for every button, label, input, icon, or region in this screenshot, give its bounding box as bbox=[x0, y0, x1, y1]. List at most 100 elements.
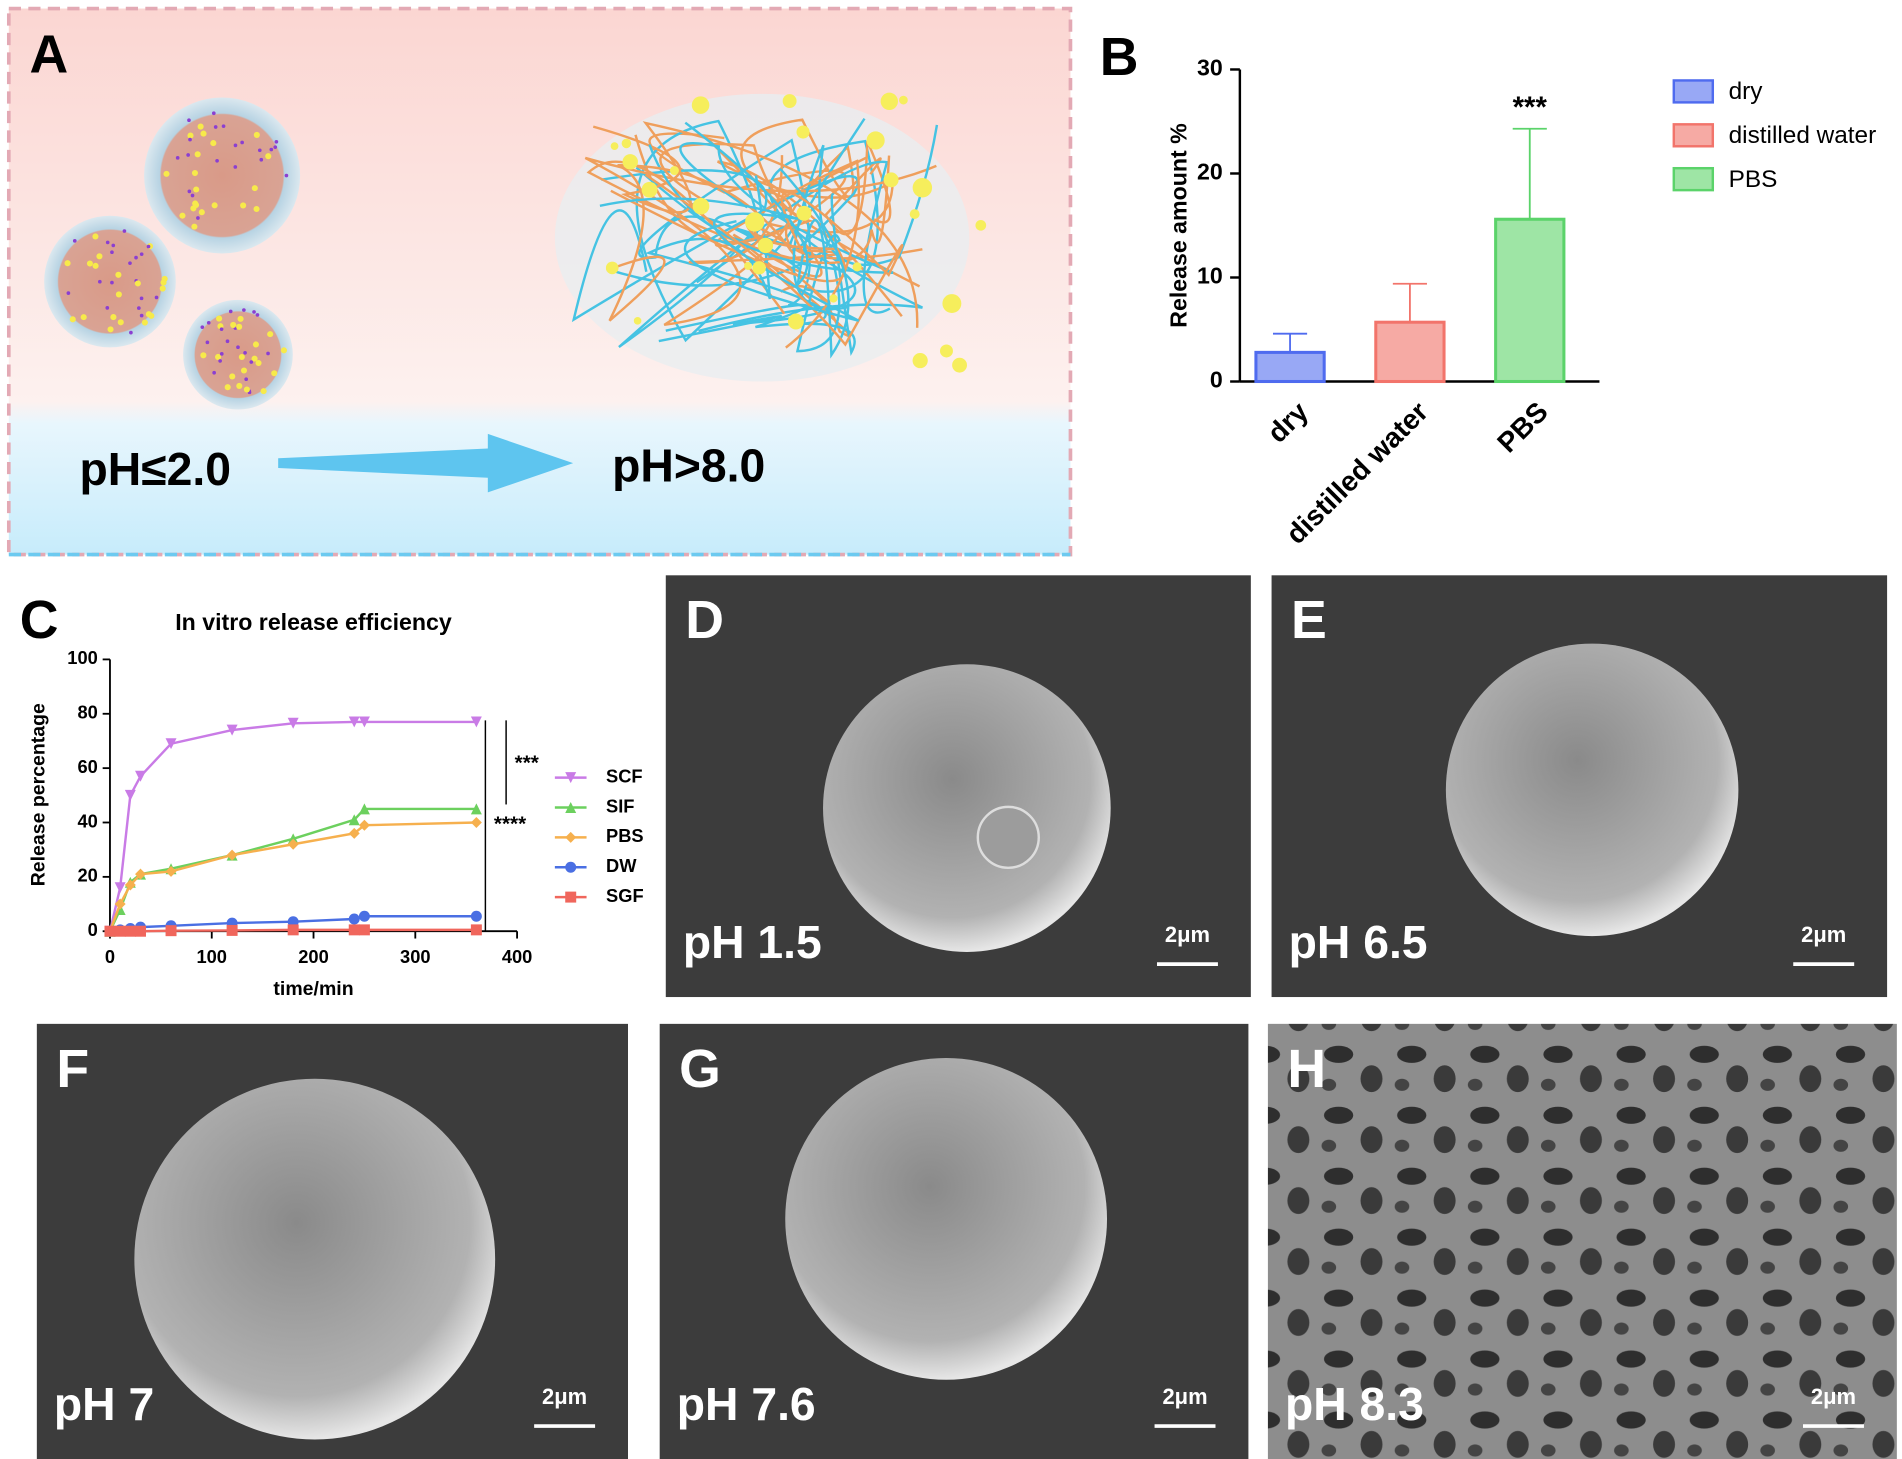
fiber bbox=[584, 156, 937, 327]
particle bbox=[122, 229, 127, 233]
particle bbox=[899, 95, 908, 105]
marker bbox=[358, 910, 370, 922]
significance: **** bbox=[494, 813, 527, 836]
particle bbox=[782, 94, 797, 108]
microsphere bbox=[1445, 643, 1739, 937]
marker bbox=[287, 924, 299, 936]
particle bbox=[274, 139, 279, 144]
particle bbox=[975, 219, 987, 231]
particle bbox=[141, 319, 148, 326]
particle bbox=[866, 131, 885, 150]
y-tick-label: 0 bbox=[88, 919, 98, 940]
scale-label: 2μm bbox=[1811, 1384, 1856, 1409]
particle bbox=[228, 309, 233, 314]
marker bbox=[165, 738, 177, 750]
marker bbox=[226, 924, 238, 936]
particle bbox=[194, 151, 201, 158]
particle bbox=[159, 285, 166, 292]
particle bbox=[215, 353, 222, 361]
particle bbox=[939, 344, 953, 358]
marker bbox=[135, 925, 146, 937]
particle bbox=[796, 125, 810, 139]
particle bbox=[253, 131, 260, 138]
particle bbox=[229, 373, 236, 380]
marker bbox=[470, 817, 482, 828]
marker bbox=[165, 865, 177, 877]
panel-letter: H bbox=[1287, 1039, 1326, 1099]
particle bbox=[692, 197, 710, 215]
particle bbox=[260, 388, 267, 395]
scale-label: 2μm bbox=[1165, 922, 1210, 947]
particle bbox=[211, 202, 218, 209]
particle bbox=[669, 165, 679, 176]
particle bbox=[243, 350, 247, 355]
particle bbox=[605, 261, 619, 275]
marker bbox=[287, 838, 299, 850]
legend-label: SGF bbox=[606, 885, 644, 906]
ph-label: pH≤2.0 bbox=[80, 443, 231, 495]
marker bbox=[565, 772, 577, 784]
particle bbox=[139, 313, 144, 318]
particle bbox=[218, 359, 222, 363]
particle bbox=[880, 92, 898, 111]
particle bbox=[69, 316, 76, 323]
particle bbox=[225, 339, 230, 344]
particle bbox=[210, 140, 217, 147]
particle bbox=[243, 386, 250, 393]
particle bbox=[610, 142, 619, 151]
particle bbox=[92, 233, 99, 240]
particle bbox=[115, 271, 122, 278]
y-tick-label: 30 bbox=[1197, 55, 1223, 81]
particle bbox=[191, 223, 198, 230]
particle bbox=[912, 352, 928, 369]
sem-image bbox=[1267, 1023, 1897, 1459]
particle bbox=[190, 193, 195, 198]
particle bbox=[622, 154, 638, 170]
fiber bbox=[599, 197, 860, 322]
particle bbox=[255, 359, 262, 367]
particle bbox=[224, 384, 231, 391]
marker bbox=[348, 913, 360, 925]
particle bbox=[80, 314, 87, 321]
particle bbox=[912, 177, 933, 198]
particle bbox=[265, 153, 272, 160]
legend-label: PBS bbox=[1729, 166, 1778, 193]
particle bbox=[115, 291, 122, 298]
particle bbox=[280, 347, 287, 354]
marker bbox=[565, 861, 577, 873]
particle bbox=[86, 260, 93, 267]
bar bbox=[1374, 320, 1446, 384]
particle bbox=[187, 118, 191, 123]
x-tick-label: 100 bbox=[197, 946, 227, 967]
particle bbox=[236, 345, 240, 350]
particle bbox=[691, 96, 710, 114]
marker bbox=[470, 924, 482, 936]
particle bbox=[154, 295, 159, 300]
series-line bbox=[108, 807, 477, 932]
ph-label: pH 7.6 bbox=[677, 1378, 816, 1430]
particle bbox=[238, 353, 245, 361]
particle bbox=[72, 238, 77, 243]
y-tick-label: 20 bbox=[1197, 159, 1223, 185]
marker bbox=[470, 803, 482, 815]
marker bbox=[565, 831, 577, 843]
ph-label: pH>8.0 bbox=[612, 440, 765, 492]
particle bbox=[107, 326, 114, 333]
particle bbox=[253, 205, 260, 213]
ph-label: pH 8.3 bbox=[1285, 1378, 1424, 1430]
legend-label: SCF bbox=[606, 765, 643, 786]
particle bbox=[137, 306, 141, 310]
annotation: *** bbox=[1513, 92, 1548, 124]
particle bbox=[244, 377, 249, 382]
particle bbox=[221, 124, 226, 128]
scale-label: 2μm bbox=[542, 1384, 587, 1409]
particle bbox=[251, 355, 258, 362]
arrow bbox=[278, 433, 574, 493]
particle bbox=[796, 205, 812, 221]
marker bbox=[470, 910, 482, 922]
particle bbox=[110, 250, 114, 255]
particle bbox=[191, 169, 198, 177]
particle bbox=[161, 275, 168, 282]
legend-swatch bbox=[1672, 123, 1715, 148]
